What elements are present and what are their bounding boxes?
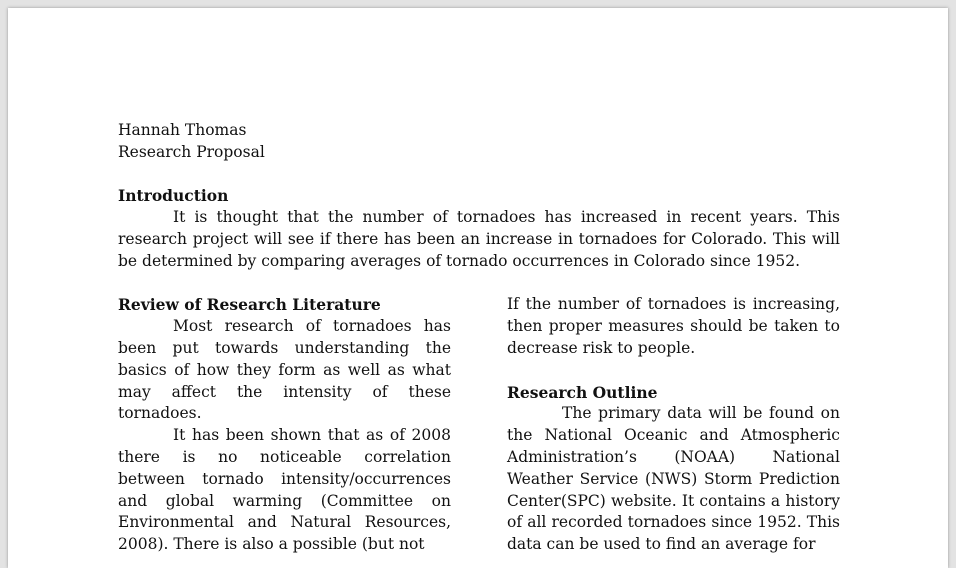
right-column: If the number of tornadoes is increasing… <box>507 294 840 556</box>
left-column: Review of Research Literature Most resea… <box>118 294 451 556</box>
introduction-body: It is thought that the number of tornado… <box>118 208 840 270</box>
document-type: Research Proposal <box>118 142 265 161</box>
review-paragraph-1: Most research of tornadoes has been put … <box>118 317 451 423</box>
review-paragraph-2: It has been shown that as of 2008 there … <box>118 426 451 554</box>
author-name: Hannah Thomas <box>118 121 247 139</box>
review-continuation: If the number of tornadoes is increasing… <box>507 295 840 357</box>
outline-body: The primary data will be found on the Na… <box>507 404 840 554</box>
review-heading: Review of Research Literature <box>118 295 381 315</box>
introduction-heading: Introduction <box>118 186 229 206</box>
document-page: Hannah Thomas Research Proposal Introduc… <box>8 8 948 568</box>
document-content: Hannah Thomas Research Proposal Introduc… <box>118 120 840 556</box>
two-column-section: Review of Research Literature Most resea… <box>118 294 840 556</box>
outline-heading: Research Outline <box>507 382 658 402</box>
